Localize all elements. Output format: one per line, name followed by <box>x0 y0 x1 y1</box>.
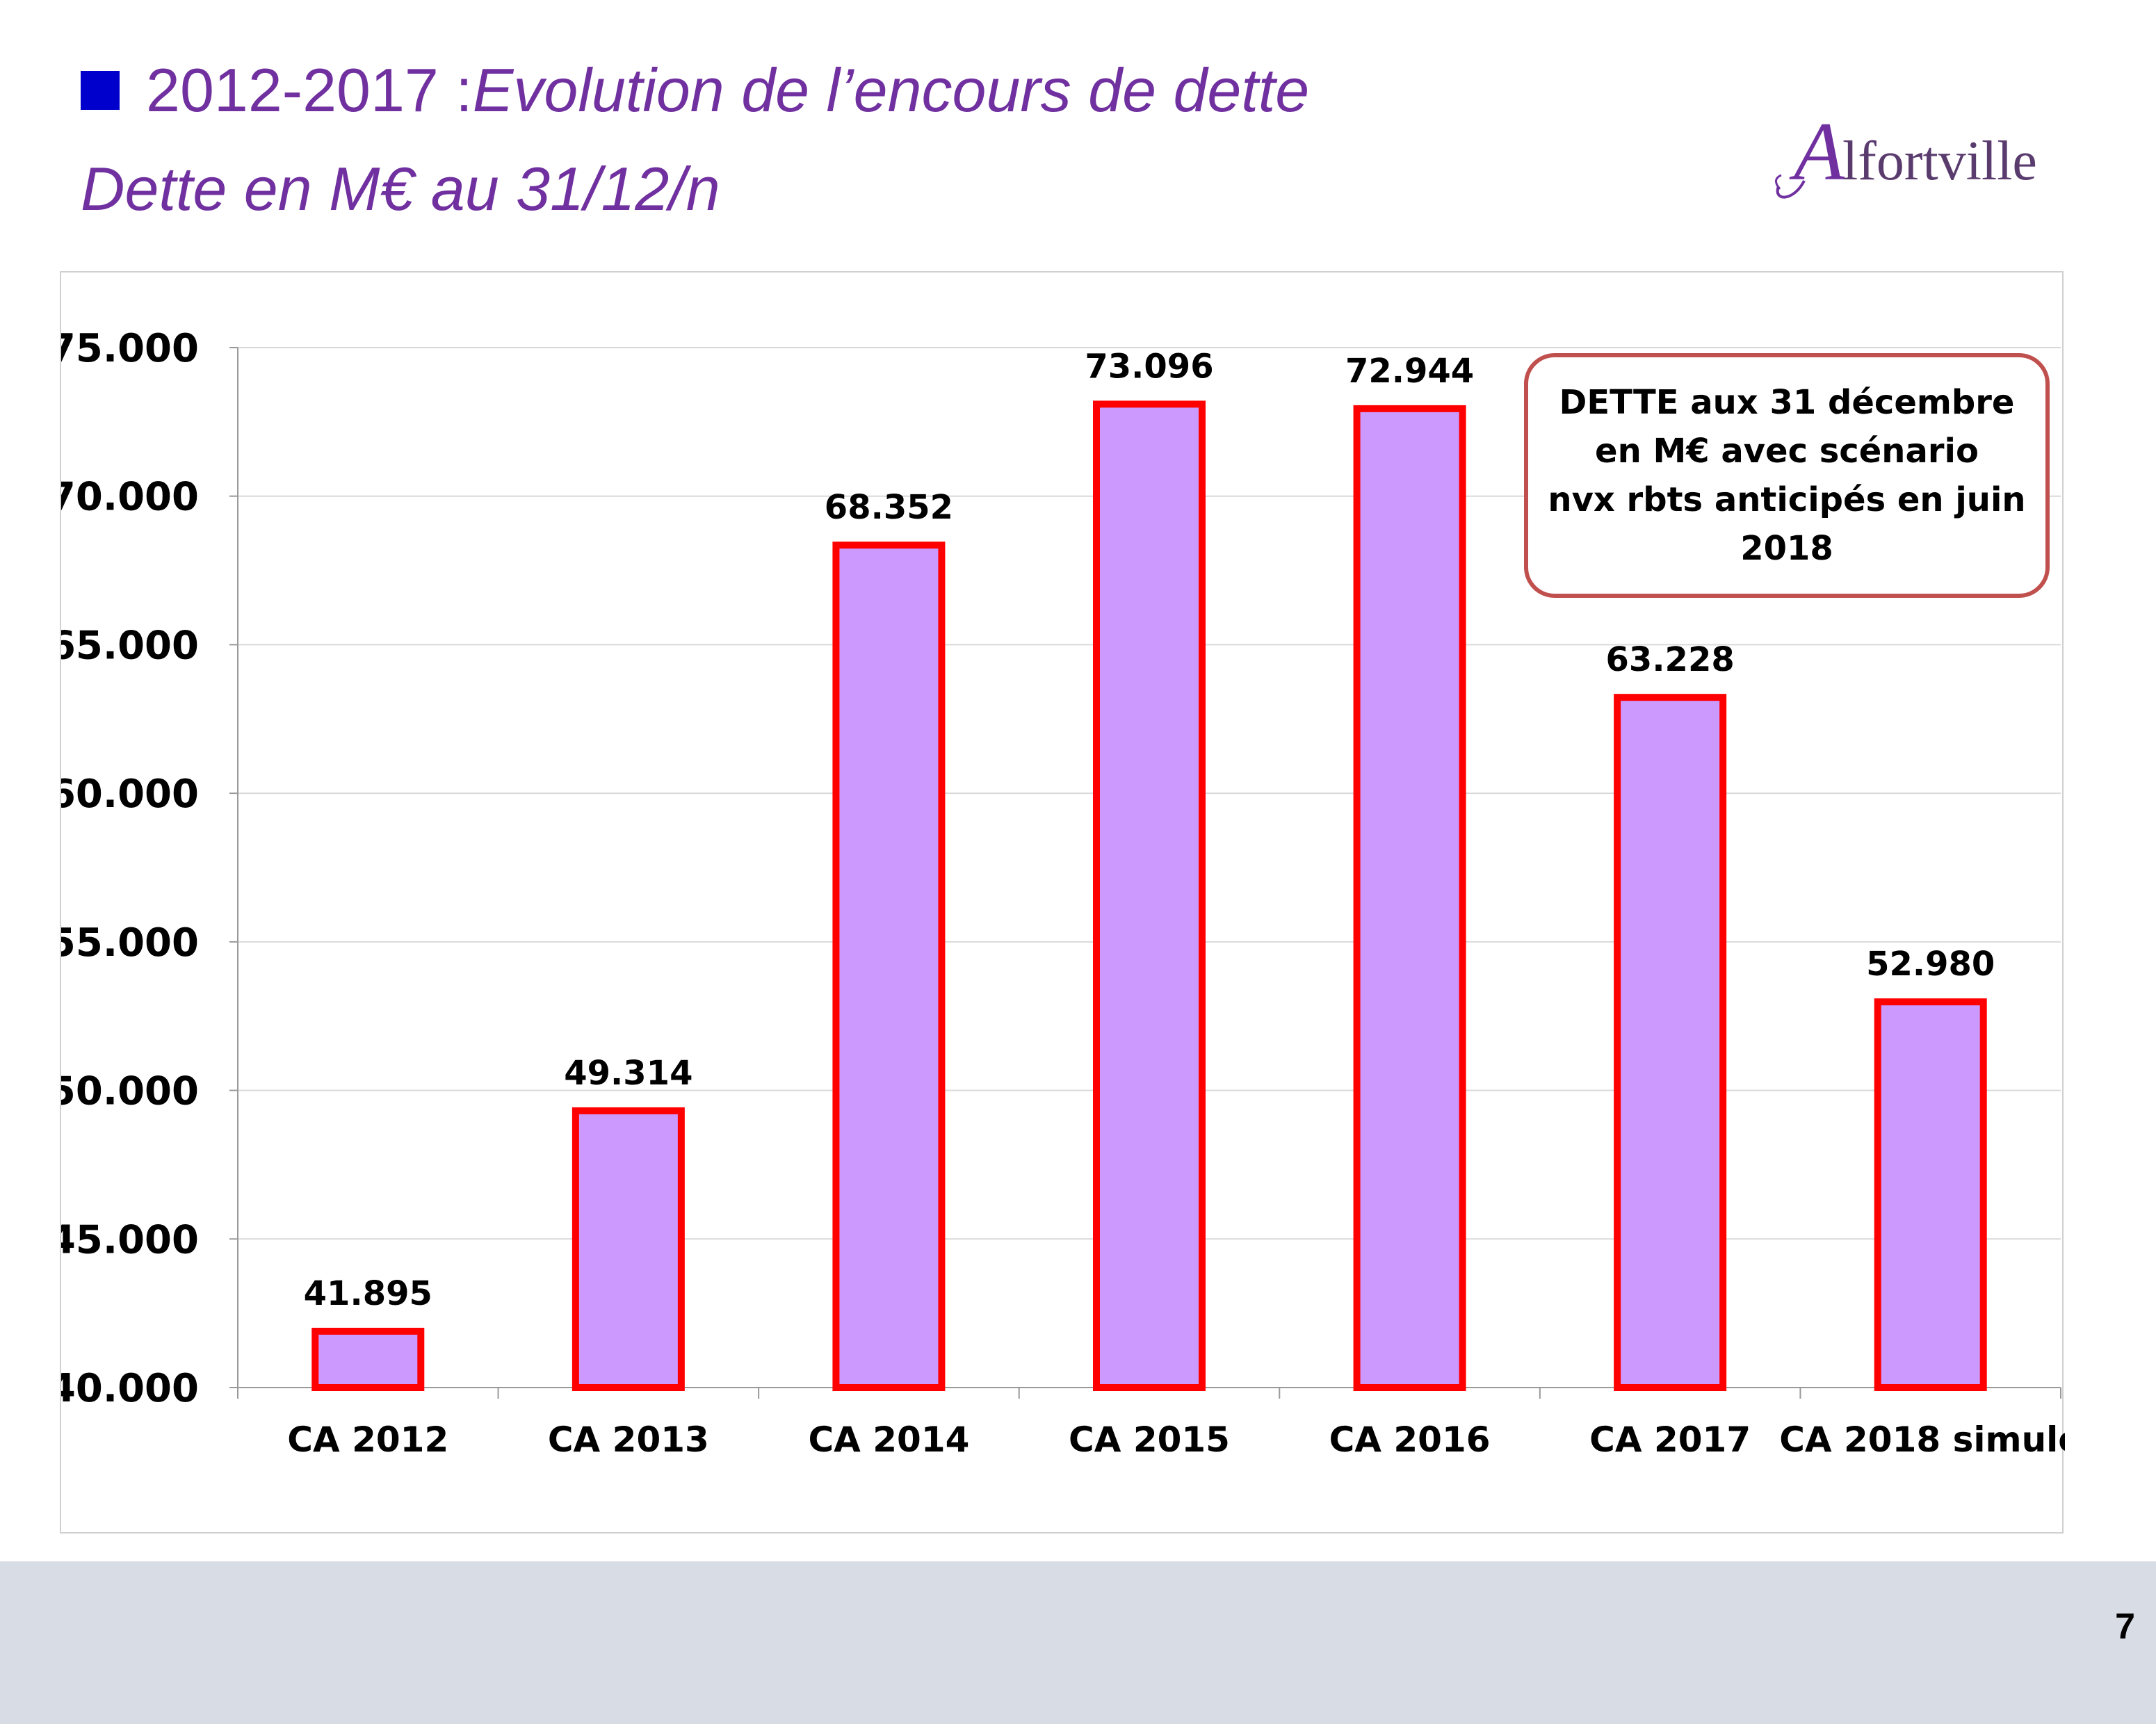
logo-initial: A <box>1789 105 1845 197</box>
annotation-line-2: en M€ avec scénario <box>1595 432 1979 471</box>
footer-band <box>0 1561 2156 1724</box>
data-label: 49.314 <box>564 1054 692 1093</box>
bar <box>1353 405 1466 1392</box>
annotation-line-1: DETTE aux 31 décembre <box>1559 383 2015 422</box>
annotation-line-3: nvx rbts anticipés en juin <box>1548 480 2026 519</box>
logo-text: lfortville <box>1842 131 2037 192</box>
data-label: 52.980 <box>1866 945 1995 984</box>
y-tick-label: 60.000 <box>61 772 199 817</box>
y-tick-label: 65.000 <box>61 623 199 668</box>
x-category-label: CA 2015 <box>1069 1420 1230 1460</box>
data-label: 73.096 <box>1085 347 1213 386</box>
y-tick-label: 70.000 <box>61 475 199 520</box>
y-tick-label: 50.000 <box>61 1069 199 1114</box>
y-tick-label: 45.000 <box>61 1217 199 1262</box>
annotation-box: DETTE aux 31 décembre en M€ avec scénari… <box>1524 353 2050 598</box>
bar <box>311 1328 425 1392</box>
data-label: 41.895 <box>304 1274 432 1313</box>
x-category-label: CA 2017 <box>1589 1420 1751 1460</box>
y-tick-label: 75.000 <box>61 326 199 371</box>
slide-subtitle: Dette en M€ au 31/12/n <box>81 154 720 223</box>
slide-title-prefix: 2012-2017 : <box>146 56 473 124</box>
annotation-line-4: 2018 <box>1740 529 1833 568</box>
y-tick-label: 55.000 <box>61 920 199 966</box>
bullet-square-icon <box>81 71 120 110</box>
x-category-label: CA 2012 <box>287 1420 448 1460</box>
bar-chart: 40.000 45.000 50.000 55.000 60.000 65.000 70.0… <box>61 326 2065 1460</box>
x-category-label: CA 2018 simulé <box>1779 1420 2065 1460</box>
bar <box>1093 400 1206 1391</box>
bar <box>1874 998 1987 1392</box>
data-label: 63.228 <box>1606 640 1735 679</box>
x-category-label: CA 2014 <box>808 1420 969 1460</box>
data-label: 68.352 <box>825 488 953 527</box>
x-category-label: CA 2013 <box>548 1420 709 1460</box>
bar <box>832 542 946 1391</box>
page-number: 7 <box>2115 1607 2135 1647</box>
slide-title: 2012-2017 : Evolution de l’encours de de… <box>81 49 1309 132</box>
data-label: 72.944 <box>1345 352 1474 391</box>
bar <box>572 1107 685 1392</box>
slide-title-text: Evolution de l’encours de dette <box>472 56 1310 124</box>
annotation-text: DETTE aux 31 décembre en M€ avec scénari… <box>1537 378 2037 573</box>
alfortville-logo: A lfortville <box>1775 105 2037 199</box>
x-category-label: CA 2016 <box>1329 1420 1491 1460</box>
y-tick-label: 40.000 <box>61 1366 199 1411</box>
bar <box>1614 694 1727 1391</box>
